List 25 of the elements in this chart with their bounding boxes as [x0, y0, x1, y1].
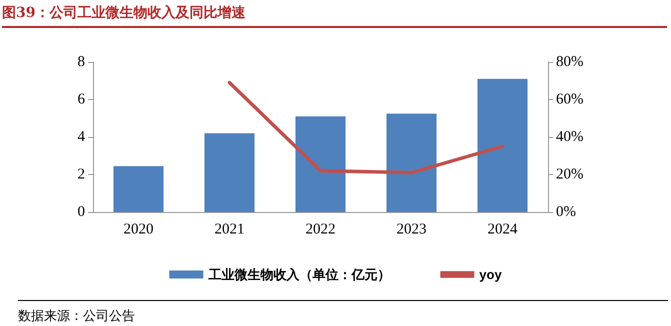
legend-label: yoy	[479, 267, 502, 282]
x-tick-label: 2022	[306, 222, 336, 238]
bar	[113, 166, 164, 212]
chart-title: 图39：公司工业微生物收入及同比增速	[2, 4, 667, 28]
y-tick-label: 2	[78, 166, 85, 182]
bar	[204, 133, 255, 212]
y2-tick-label: 0%	[556, 204, 576, 220]
x-tick-label: 2023	[396, 222, 426, 238]
y2-tick-label: 20%	[556, 166, 584, 182]
x-tick-label: 2020	[124, 222, 154, 238]
bar	[295, 116, 346, 212]
y-tick-label: 4	[78, 129, 86, 145]
y-tick-label: 6	[78, 92, 86, 108]
y2-tick-label: 60%	[556, 92, 584, 108]
legend-label: 工业微生物收入（单位：亿元）	[207, 267, 390, 282]
y-tick-label: 0	[78, 204, 85, 220]
y2-tick-label: 40%	[556, 129, 584, 145]
source-note: 数据来源：公司公告	[18, 300, 668, 325]
bar	[386, 114, 437, 212]
line-series	[228, 80, 504, 174]
x-tick-label: 2021	[214, 222, 244, 238]
x-tick-label: 2024	[488, 222, 518, 238]
y2-tick-label: 80%	[556, 54, 584, 70]
y-tick-label: 8	[78, 54, 85, 70]
bar	[477, 78, 528, 212]
